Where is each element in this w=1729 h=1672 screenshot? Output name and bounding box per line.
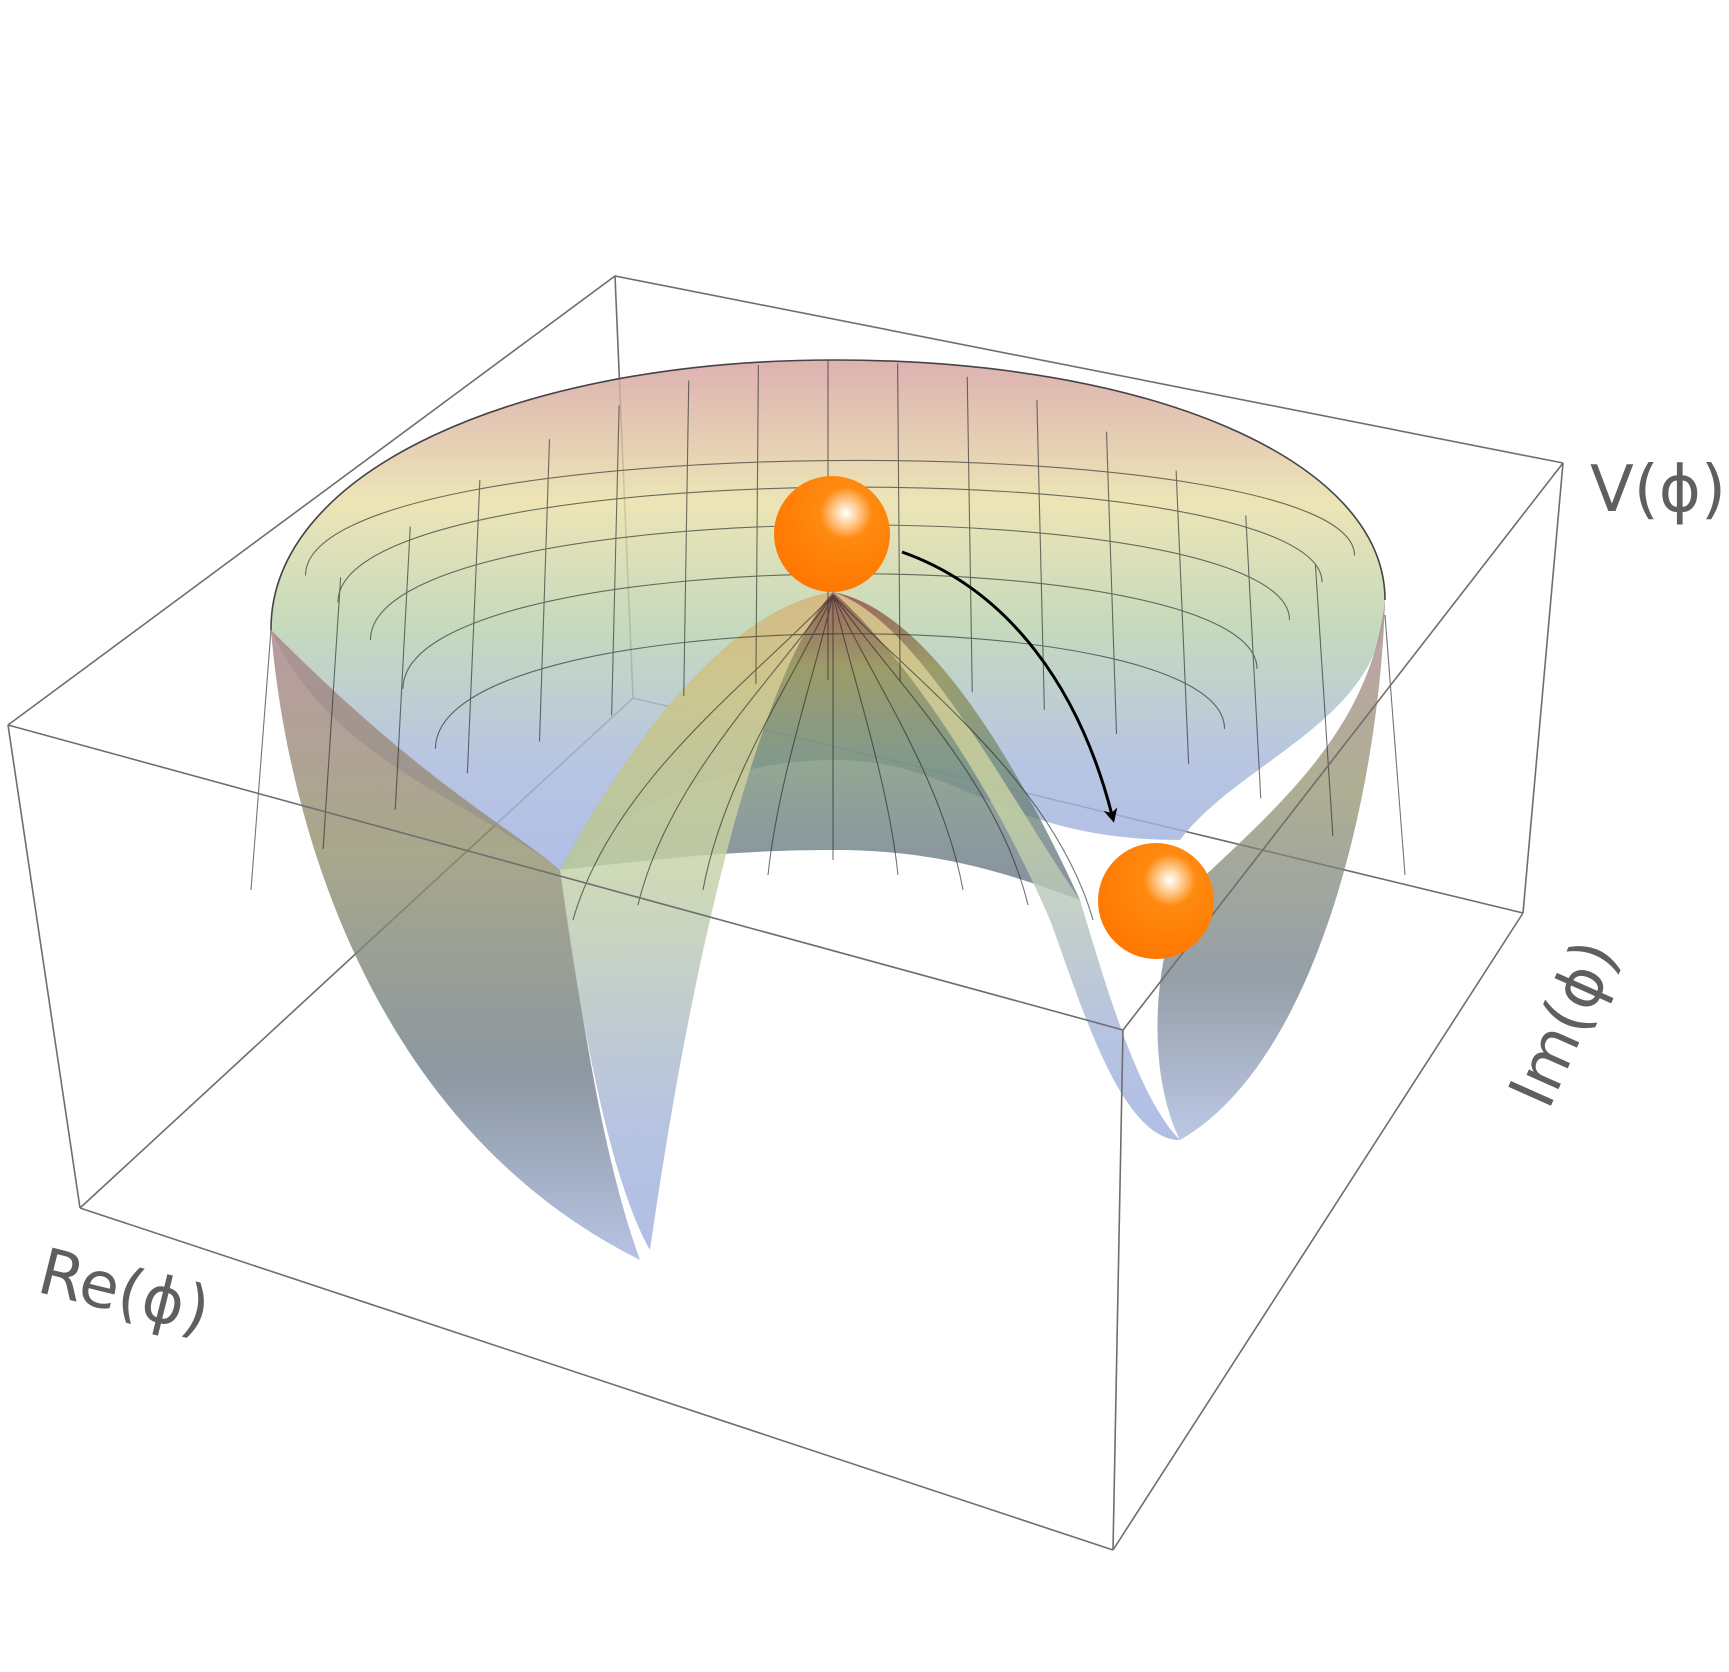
mesh-meridian bbox=[767, 594, 834, 876]
cut-face-left bbox=[560, 592, 833, 1250]
mesh-line bbox=[1105, 431, 1118, 735]
mesh-meridian bbox=[832, 594, 1094, 921]
mesh-line bbox=[683, 380, 690, 696]
axis-label-v: V(ϕ) bbox=[1590, 453, 1726, 527]
mesh-meridian bbox=[637, 594, 834, 906]
ball-top bbox=[774, 476, 890, 592]
roll-down-arrow bbox=[901, 550, 1118, 823]
mesh-meridian bbox=[832, 594, 899, 876]
mesh-line bbox=[250, 629, 272, 891]
mesh-ring bbox=[304, 459, 1356, 576]
balls bbox=[774, 476, 1214, 959]
mesh-meridian bbox=[832, 594, 1029, 906]
mesh-line bbox=[322, 577, 342, 850]
mesh-line bbox=[538, 439, 551, 742]
mesh-meridian bbox=[572, 594, 834, 921]
ball-bottom bbox=[1098, 843, 1214, 959]
mesh-line bbox=[966, 376, 973, 693]
mesh-line bbox=[611, 405, 620, 716]
mesh-line bbox=[1245, 515, 1262, 799]
cut-face-right bbox=[833, 592, 1180, 1140]
bowl-outer-left bbox=[271, 630, 640, 1260]
bowl-rim bbox=[270, 359, 1386, 631]
mesh-line bbox=[466, 479, 481, 774]
mesh-line bbox=[1175, 470, 1190, 764]
mesh-line bbox=[1036, 399, 1045, 710]
mesh-meridian bbox=[702, 594, 834, 891]
bowl-outer-right bbox=[1157, 600, 1385, 1140]
mesh-line bbox=[755, 365, 759, 685]
mesh-line bbox=[394, 526, 411, 810]
mesh-line bbox=[897, 363, 901, 683]
mesh-ring bbox=[434, 633, 1226, 749]
mesh-line bbox=[1384, 614, 1406, 876]
mesh-line bbox=[1314, 564, 1334, 836]
mesh-meridian bbox=[832, 594, 964, 891]
